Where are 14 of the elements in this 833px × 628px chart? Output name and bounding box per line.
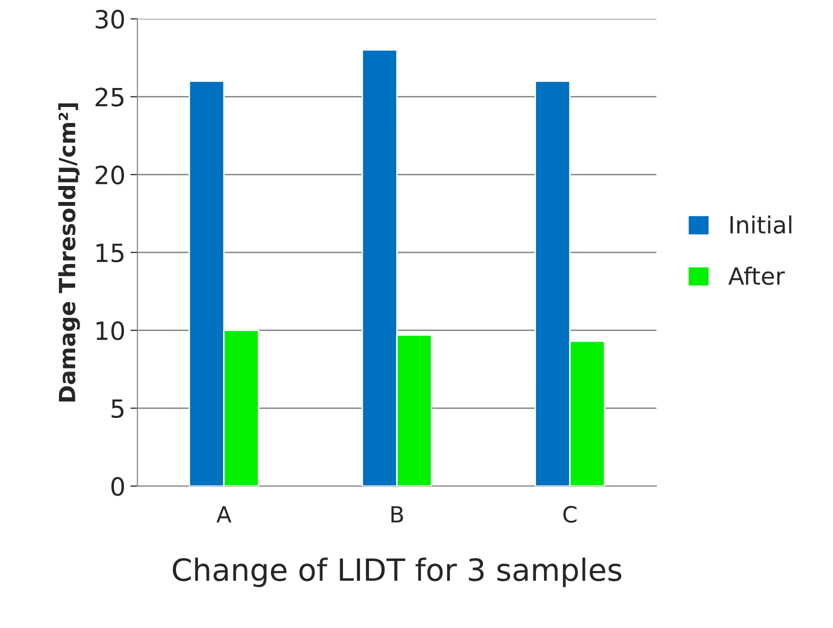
y-tick-label: 0 bbox=[111, 477, 124, 496]
legend-label: After bbox=[728, 266, 785, 285]
y-tick-label: 15 bbox=[96, 244, 124, 262]
x-tick-label: C bbox=[563, 506, 576, 523]
x-axis-title: Change of LIDT for 3 samples bbox=[172, 558, 622, 588]
y-tick-label: 5 bbox=[112, 399, 124, 418]
x-tick-label: B bbox=[391, 506, 403, 522]
x-tick-label: A bbox=[216, 506, 232, 522]
y-tick-label: 10 bbox=[96, 321, 124, 340]
y-tick-label: 20 bbox=[96, 166, 124, 184]
y-axis-title: Damage Thresold[J/cm²] bbox=[58, 103, 80, 402]
legend-label: Initial bbox=[730, 215, 792, 234]
y-tick-label: 30 bbox=[96, 10, 124, 29]
y-tick-label: 25 bbox=[96, 88, 124, 107]
